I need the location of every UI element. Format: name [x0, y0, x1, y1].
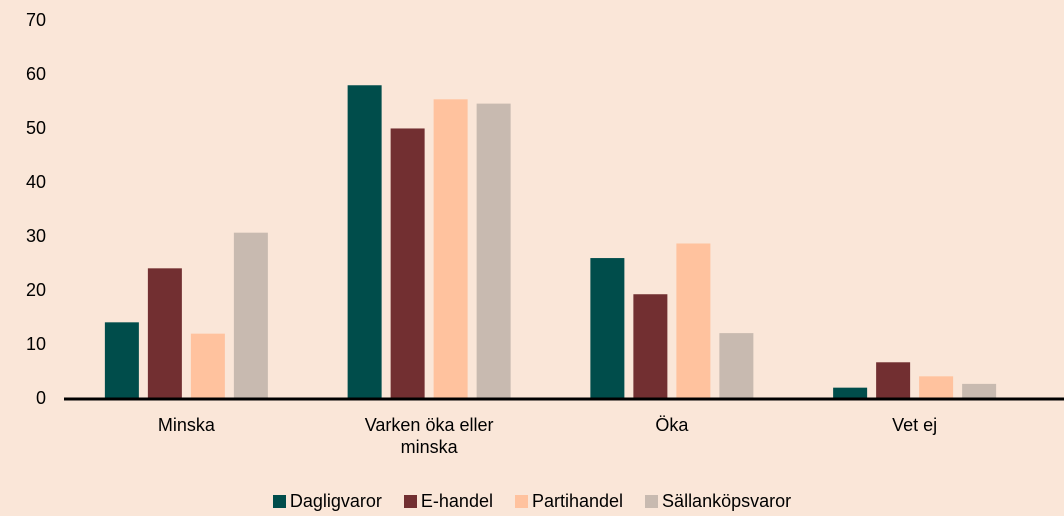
legend-item: Dagligvaror: [272, 491, 382, 512]
bar: [633, 294, 668, 399]
x-tick-label: Öka: [655, 415, 689, 435]
legend-label: Sällanköpsvaror: [662, 491, 792, 511]
bar: [233, 232, 268, 399]
y-tick-label: 50: [26, 118, 46, 138]
bar: [719, 333, 754, 399]
x-tick-label: Vet ej: [892, 415, 938, 435]
bar: [919, 376, 954, 399]
bar: [476, 103, 511, 400]
legend: Dagligvaror E-handel Partihandel Sällanköps…: [0, 491, 1064, 512]
legend-label: E-handel: [420, 491, 493, 511]
legend-label: Partihandel: [531, 491, 624, 511]
bar: [433, 99, 468, 400]
legend-swatch: [514, 495, 528, 508]
legend-item: Sällanköpsvaror: [645, 491, 791, 512]
legend-label: Dagligvaror: [289, 491, 382, 511]
bar: [833, 387, 868, 399]
y-tick-label: 0: [36, 388, 46, 408]
bar: [962, 383, 997, 399]
x-tick-label: Varken öka eller minska: [364, 415, 494, 457]
y-tick-label: 70: [26, 10, 46, 30]
legend-swatch: [645, 495, 659, 508]
bar: [104, 322, 139, 399]
legend-item: E-handel: [403, 491, 493, 512]
bar: [590, 258, 625, 399]
y-tick-label: 30: [26, 226, 46, 246]
y-tick-label: 10: [26, 334, 46, 354]
legend-swatch: [403, 495, 417, 508]
bar: [876, 362, 911, 399]
bar: [347, 85, 382, 399]
y-tick-label: 60: [26, 64, 46, 84]
bar: [190, 333, 225, 399]
bar: [147, 268, 182, 399]
x-tick-label: Minska: [157, 415, 215, 435]
y-tick-label: 20: [26, 280, 46, 300]
legend-item: Partihandel: [514, 491, 624, 512]
legend-swatch: [272, 495, 286, 508]
bar: [390, 128, 425, 399]
bar: [676, 243, 711, 399]
y-tick-label: 40: [26, 172, 46, 192]
